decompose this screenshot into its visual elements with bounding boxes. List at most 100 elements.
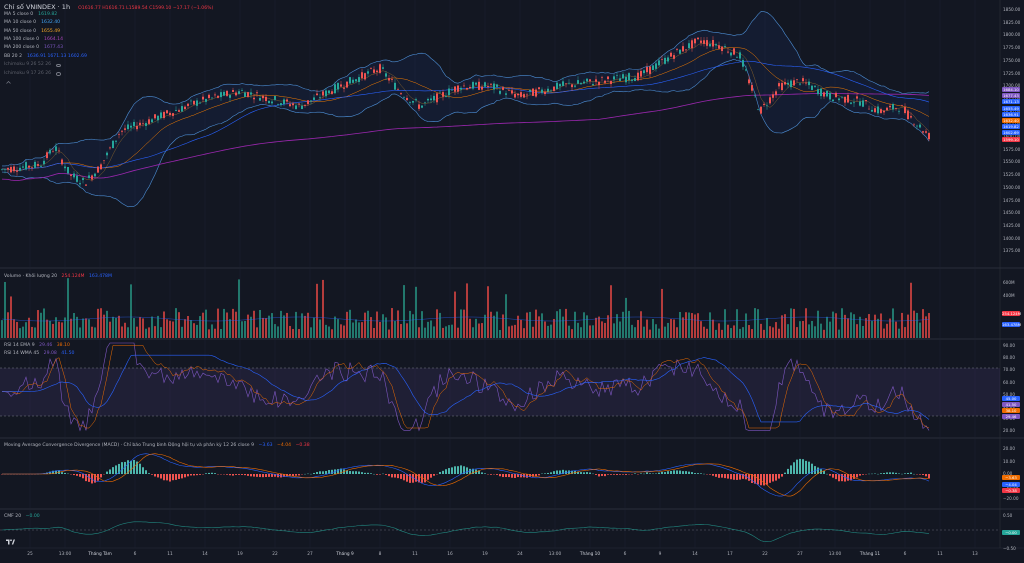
volume-bar <box>763 329 765 338</box>
candle-body <box>310 100 312 102</box>
macd-histogram-bar <box>739 474 741 480</box>
indicator-row[interactable]: Ichimoku 9 17 26 26 <box>4 70 87 78</box>
price-axis-label: 70.00 <box>1003 367 1015 373</box>
macd-histogram-bar <box>268 474 270 477</box>
volume-bar <box>538 316 540 338</box>
macd-histogram-bar <box>199 474 201 475</box>
macd-histogram-bar <box>211 472 213 474</box>
volume-bar <box>631 324 633 338</box>
volume-bar <box>646 319 648 338</box>
indicator-row[interactable]: MA 200 close 0 1677.43 <box>4 45 87 53</box>
candle-body <box>547 88 549 92</box>
candle-body <box>643 70 645 74</box>
price-axis-label: 0.50 <box>1003 513 1013 518</box>
bollinger-band-fill <box>2 11 929 207</box>
candle-body <box>913 124 915 126</box>
cmf-line <box>1 521 930 542</box>
macd-histogram-bar <box>751 474 753 484</box>
indicator-row[interactable]: MA 5 close 0 1619.82 <box>4 11 87 19</box>
volume-bar <box>517 315 519 338</box>
ma5-line <box>1 42 930 181</box>
macd-histogram-bar <box>412 474 414 483</box>
macd-histogram-bar <box>82 474 84 479</box>
candle-body <box>238 91 240 94</box>
candle-body <box>46 152 48 159</box>
price-axis-label: 1400.00 <box>1003 235 1021 241</box>
tradingview-logo-icon[interactable] <box>6 539 15 545</box>
candle-body <box>748 79 750 84</box>
indicator-row[interactable]: MA 100 close 0 1664.14 <box>4 36 87 44</box>
time-axis-label: 13:00 <box>58 552 72 557</box>
macd-histogram-bar <box>769 474 771 483</box>
macd-histogram-bar <box>814 466 816 474</box>
eye-hidden-icon[interactable] <box>56 72 62 76</box>
macd-histogram-bar <box>715 474 717 477</box>
indicator-row[interactable]: MA 50 close 0 1655.49 <box>4 28 87 36</box>
indicator-row[interactable]: MA 10 close 0 1632.40 <box>4 19 87 27</box>
macd-histogram-bar <box>298 474 300 476</box>
volume-bar <box>682 317 684 338</box>
volume-bar <box>802 320 804 338</box>
macd-histogram-bar <box>112 467 114 474</box>
time-axis-label: Tháng Tám <box>88 552 112 557</box>
volume-bar <box>346 311 348 338</box>
volume-bar <box>799 321 801 338</box>
indicator-row[interactable]: Ichimoku 9 26 52 26 <box>4 61 87 69</box>
volume-bar <box>304 315 306 338</box>
eye-hidden-icon[interactable] <box>56 63 62 68</box>
macd-histogram-bar <box>430 474 432 478</box>
macd-histogram-bar <box>499 474 501 477</box>
volume-bar <box>187 316 189 338</box>
candle-body <box>256 92 258 94</box>
candle-body <box>379 64 381 73</box>
volume-bar <box>595 317 597 338</box>
macd-histogram-bar <box>736 474 738 480</box>
macd-histogram-bar <box>421 474 423 483</box>
candle-body <box>331 91 333 94</box>
volume-bar <box>700 321 702 338</box>
candle-body <box>349 77 351 84</box>
macd-histogram-bar <box>844 474 846 482</box>
volume-bar <box>475 318 477 338</box>
macd-histogram-bar <box>415 474 417 482</box>
symbol-title[interactable]: Chỉ số VNINDEX · 1h O1616.77 H1616.71 L1… <box>4 3 213 11</box>
candle-body <box>415 99 417 101</box>
volume-bar <box>280 310 282 338</box>
macd-histogram-bar <box>718 474 720 478</box>
volume-bar <box>667 322 669 338</box>
candle-body <box>922 131 924 133</box>
volume-bar <box>313 317 315 338</box>
candle-body <box>418 104 420 109</box>
volume-bar <box>529 311 531 338</box>
macd-histogram-bar <box>889 472 891 474</box>
candle-body <box>907 110 909 120</box>
macd-histogram-bar <box>250 474 252 477</box>
candle-body <box>850 102 852 104</box>
macd-histogram-bar <box>121 462 123 474</box>
candle-body <box>682 46 684 52</box>
indicator-row[interactable]: BB 20 2 1636.91 1671.13 1602.69 <box>4 53 87 61</box>
candle-body <box>13 166 15 172</box>
volume-bar <box>445 326 447 338</box>
candle-body <box>799 83 801 85</box>
symbol-name[interactable]: Chỉ số VNINDEX · 1h <box>4 3 71 11</box>
macd-histogram-bar <box>517 474 519 478</box>
collapse-legend-icon[interactable] <box>6 81 11 84</box>
macd-histogram-bar <box>427 474 429 480</box>
volume-bar <box>625 297 627 338</box>
volume-bar <box>664 326 666 338</box>
volume-bar <box>826 316 828 338</box>
axis-value-badge: 163.478M <box>1002 322 1021 327</box>
macd-histogram-bar <box>778 474 780 479</box>
volume-bar <box>439 312 441 338</box>
macd-histogram-bar <box>679 470 681 474</box>
volume-bar <box>295 311 297 338</box>
candle-body <box>550 90 552 92</box>
candle-body <box>283 99 285 105</box>
candle-body <box>790 80 792 88</box>
volume-bar <box>853 314 855 338</box>
candle-body <box>16 170 18 172</box>
macd-histogram-bar <box>829 474 831 476</box>
candle-body <box>658 60 660 66</box>
